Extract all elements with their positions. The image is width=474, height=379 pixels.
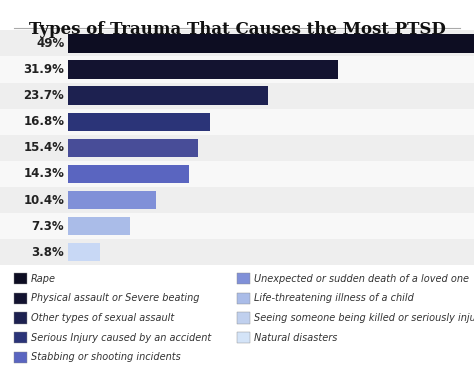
Bar <box>0 239 474 265</box>
Bar <box>68 165 189 183</box>
Text: 3.8%: 3.8% <box>32 246 64 259</box>
Text: 14.3%: 14.3% <box>23 168 64 180</box>
Text: Types of Trauma That Causes the Most PTSD: Types of Trauma That Causes the Most PTS… <box>28 21 446 38</box>
Bar <box>0 109 474 135</box>
Text: Seeing someone being killed or seriously injured: Seeing someone being killed or seriously… <box>254 313 474 323</box>
Bar <box>68 113 210 131</box>
Bar <box>68 60 337 78</box>
Bar <box>68 34 474 53</box>
Bar <box>0 135 474 161</box>
Bar <box>0 83 474 109</box>
Text: 31.9%: 31.9% <box>23 63 64 76</box>
Bar <box>68 243 100 262</box>
Bar <box>68 217 129 235</box>
Text: 7.3%: 7.3% <box>32 220 64 233</box>
Bar <box>68 191 156 209</box>
Text: 49%: 49% <box>36 37 64 50</box>
Text: Other types of sexual assault: Other types of sexual assault <box>31 313 174 323</box>
Bar <box>0 56 474 83</box>
Text: 16.8%: 16.8% <box>23 115 64 128</box>
Text: Natural disasters: Natural disasters <box>254 333 337 343</box>
Text: Unexpected or sudden death of a loved one: Unexpected or sudden death of a loved on… <box>254 274 469 283</box>
Text: Life-threatening illness of a child: Life-threatening illness of a child <box>254 293 413 303</box>
Text: Serious Injury caused by an accident: Serious Injury caused by an accident <box>31 333 211 343</box>
Bar <box>0 161 474 187</box>
Text: 23.7%: 23.7% <box>24 89 64 102</box>
Bar <box>68 86 268 105</box>
Text: Rape: Rape <box>31 274 56 283</box>
Bar <box>0 30 474 56</box>
Bar <box>0 187 474 213</box>
Text: Stabbing or shooting incidents: Stabbing or shooting incidents <box>31 352 181 362</box>
Text: 15.4%: 15.4% <box>23 141 64 154</box>
Text: Physical assault or Severe beating: Physical assault or Severe beating <box>31 293 199 303</box>
Bar <box>0 213 474 239</box>
Bar <box>68 139 198 157</box>
Text: 10.4%: 10.4% <box>23 194 64 207</box>
